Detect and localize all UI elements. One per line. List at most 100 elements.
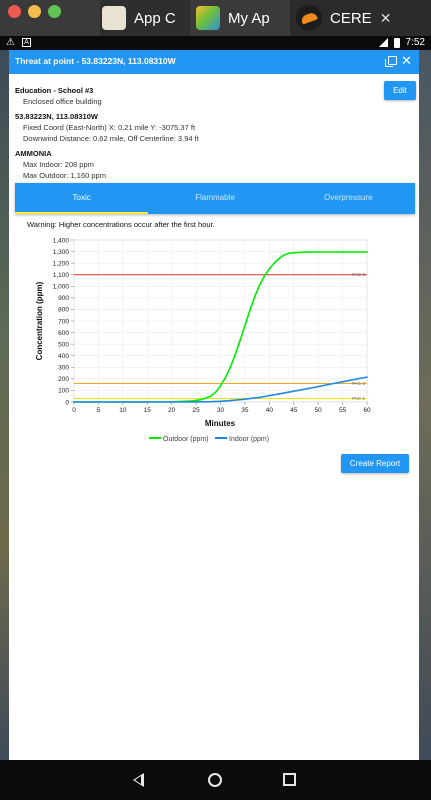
data-point <box>341 380 344 383</box>
max-indoor: Max Indoor: 208 ppm <box>23 160 94 169</box>
x-tick-label: 30 <box>217 407 225 414</box>
x-axis-ticks: 0 5 10 15 20 25 30 35 40 45 50 55 60 <box>72 402 371 414</box>
window-zoom-button[interactable] <box>48 5 61 18</box>
x-tick-label: 20 <box>168 407 176 414</box>
threat-dialog: Threat at point - 53.83223N, 113.08310W … <box>9 50 419 760</box>
status-bar: ⚠ A 7:52 <box>0 36 431 50</box>
data-point <box>366 376 368 379</box>
data-point <box>229 366 232 369</box>
signal-icon <box>378 38 388 47</box>
chart-legend: Outdoor (ppm) Indoor (ppm) <box>149 436 269 443</box>
data-point <box>209 400 212 403</box>
y-tick-label: 1,100 <box>53 272 70 279</box>
app-tab-1[interactable]: App C <box>100 0 190 36</box>
series-lines <box>73 251 368 403</box>
close-icon[interactable]: ✕ <box>401 53 412 68</box>
x-tick-label: 40 <box>266 407 274 414</box>
y-tick-label: 200 <box>58 376 69 383</box>
data-point <box>317 385 320 388</box>
x-tick-label: 50 <box>315 407 323 414</box>
data-point <box>244 324 246 327</box>
y-tick-label: 300 <box>58 365 69 372</box>
navigation-bar <box>0 760 431 800</box>
data-point <box>258 396 261 399</box>
data-point <box>209 395 212 398</box>
home-icon[interactable] <box>208 773 222 787</box>
recent-apps-icon[interactable] <box>283 773 296 786</box>
data-point <box>214 391 217 394</box>
app-tab-label: CERE <box>330 9 372 27</box>
data-point <box>263 274 266 277</box>
legend-label-indoor: Indoor (ppm) <box>229 436 269 443</box>
y-tick-label: 400 <box>58 353 69 360</box>
data-point <box>200 398 202 401</box>
app-tab-3[interactable]: CERE ✕ <box>290 0 431 36</box>
app-icon <box>196 6 220 30</box>
app-icon <box>102 6 126 30</box>
data-point <box>244 398 246 401</box>
reference-line-label: PAC-1 <box>352 396 365 401</box>
y-tick-label: 500 <box>58 341 69 348</box>
data-point <box>283 254 285 256</box>
y-tick-label: 0 <box>65 399 69 406</box>
warning-icon: ⚠ <box>6 37 15 48</box>
data-point <box>248 309 251 312</box>
data-point <box>268 268 271 270</box>
window-title-bar: App C My Ap CERE ✕ <box>0 0 431 36</box>
app-icon <box>296 5 322 31</box>
data-point <box>317 251 320 253</box>
reference-line-label: PAC-3 <box>352 272 365 277</box>
y-tick-label: 600 <box>58 330 69 337</box>
threat-info: Education - School #3 Enclosed office bu… <box>15 85 199 181</box>
data-point <box>219 400 222 403</box>
x-tick-label: 5 <box>97 407 101 414</box>
tab-flammable[interactable]: Flammable <box>195 193 235 202</box>
location-name: Education - School #3 <box>15 86 94 95</box>
x-tick-label: 55 <box>339 407 347 414</box>
data-point <box>302 251 305 254</box>
x-tick-label: 25 <box>192 407 200 414</box>
data-point <box>258 284 261 287</box>
data-point <box>307 387 310 390</box>
data-point <box>195 400 197 403</box>
y-tick-label: 100 <box>58 388 69 395</box>
notification-icon: A <box>22 38 31 47</box>
data-point <box>268 394 271 397</box>
dialog-header: Threat at point - 53.83223N, 113.08310W … <box>9 50 419 74</box>
downwind-distance: Downwind Distance: 0.62 mile, Off Center… <box>23 134 199 143</box>
status-time: 7:52 <box>405 37 425 48</box>
x-tick-label: 15 <box>144 407 152 414</box>
back-icon[interactable] <box>133 773 144 787</box>
app-tab-2[interactable]: My Ap <box>196 0 286 36</box>
data-point <box>219 384 222 387</box>
location-type: Enclosed office building <box>23 97 102 106</box>
data-point <box>327 383 329 386</box>
reference-lines: PAC-3 PAC-2 PAC-1 <box>74 272 367 401</box>
edit-button[interactable]: Edit <box>384 81 416 100</box>
x-tick-label: 10 <box>119 407 127 414</box>
tab-close-icon[interactable]: ✕ <box>379 9 392 26</box>
create-report-button[interactable]: Create Report <box>341 454 409 473</box>
window-close-button[interactable] <box>8 5 21 18</box>
tab-toxic[interactable]: Toxic <box>15 183 149 214</box>
data-point <box>287 252 290 255</box>
window-minimize-button[interactable] <box>28 5 41 18</box>
y-tick-label: 1,200 <box>53 260 70 267</box>
data-point <box>253 295 256 298</box>
data-point <box>341 251 344 253</box>
dialog-title: Threat at point - 53.83223N, 113.08310W <box>15 56 176 66</box>
reference-line-label: PAC-2 <box>352 381 365 386</box>
background-map-edge <box>419 50 431 760</box>
data-point <box>292 251 295 254</box>
battery-icon <box>393 37 400 48</box>
y-tick-label: 1,300 <box>53 249 70 256</box>
data-point <box>234 353 237 356</box>
restore-icon[interactable] <box>385 56 397 67</box>
data-point <box>278 257 280 260</box>
data-point <box>292 390 295 393</box>
x-tick-label: 60 <box>363 407 371 414</box>
tab-overpressure[interactable]: Overpressure <box>324 193 373 202</box>
legend-label-outdoor: Outdoor (ppm) <box>163 436 209 443</box>
data-point <box>278 393 280 395</box>
